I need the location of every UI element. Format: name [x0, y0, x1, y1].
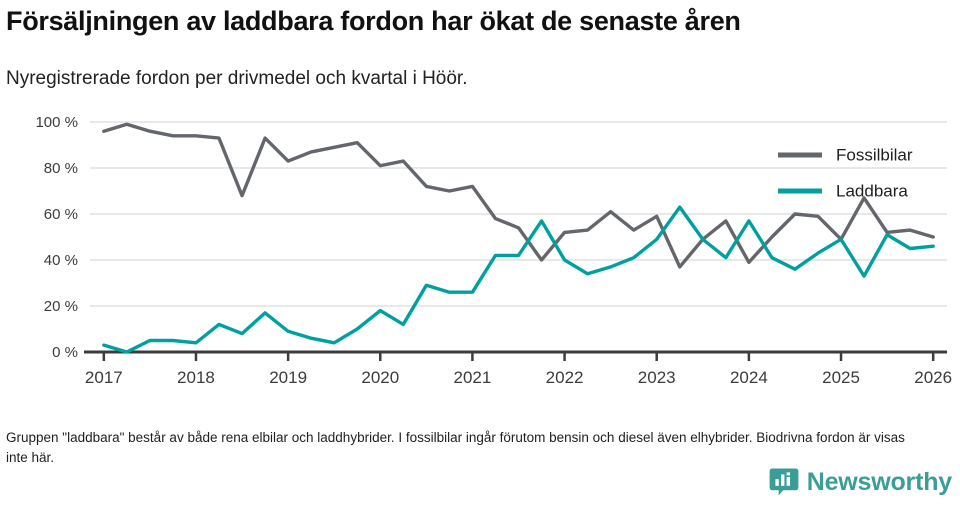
- y-axis-tick-label: 40 %: [44, 252, 78, 269]
- chart-footnote: Gruppen "laddbara" består av både rena e…: [6, 430, 905, 465]
- x-axis-tick-label: 2019: [269, 368, 307, 387]
- x-axis-tick-label: 2022: [546, 368, 584, 387]
- y-axis-tick-label: 20 %: [44, 298, 78, 315]
- line-chart-svg: 0 % 20 % 40 % 60 % 80 % 100 % 2017 2018 2019 202…: [35, 114, 952, 387]
- x-axis-tick-label: 2018: [177, 368, 215, 387]
- y-axis-tick-label: 60 %: [44, 206, 78, 223]
- series-line-fossilbilar: [102, 122, 935, 269]
- chart-plot-area: 0 % 20 % 40 % 60 % 80 % 100 % 2017 2018 2019 202…: [0, 100, 960, 400]
- y-axis-tick-label: 100 %: [35, 114, 78, 131]
- x-axis-tick-label: 2026: [914, 368, 952, 387]
- x-axis-ticks: [102, 352, 935, 361]
- chart-legend: Fossilbilar Laddbara: [778, 145, 913, 200]
- x-axis-tick-labels: 2017 2018 2019 2020 2021 2022 2023 2024 2025 2026: [85, 368, 952, 387]
- brand-name: Newsworthy: [806, 467, 952, 496]
- x-axis-tick-label: 2021: [454, 368, 492, 387]
- x-axis-tick-label: 2023: [638, 368, 676, 387]
- series-line-laddbara: [102, 205, 935, 354]
- y-axis-tick-label: 80 %: [44, 160, 78, 177]
- x-axis-tick-label: 2020: [361, 368, 399, 387]
- bar-chart-bubble-icon: [769, 467, 799, 497]
- x-axis-tick-label: 2025: [822, 368, 860, 387]
- chart-subtitle: Nyregistrerade fordon per drivmedel och …: [6, 68, 468, 89]
- data-series-lines: [102, 122, 935, 354]
- legend-label: Fossilbilar: [836, 145, 913, 164]
- page-title: Försäljningen av laddbara fordon har öka…: [6, 6, 741, 36]
- x-axis-tick-label: 2017: [85, 368, 123, 387]
- legend-label: Laddbara: [836, 181, 908, 200]
- y-axis-tick-label: 0 %: [52, 344, 78, 361]
- x-axis-tick-label: 2024: [730, 368, 768, 387]
- y-axis-tick-labels: 0 % 20 % 40 % 60 % 80 % 100 %: [35, 114, 78, 361]
- gridlines: [90, 121, 947, 307]
- newsworthy-logo: Newsworthy: [769, 467, 952, 497]
